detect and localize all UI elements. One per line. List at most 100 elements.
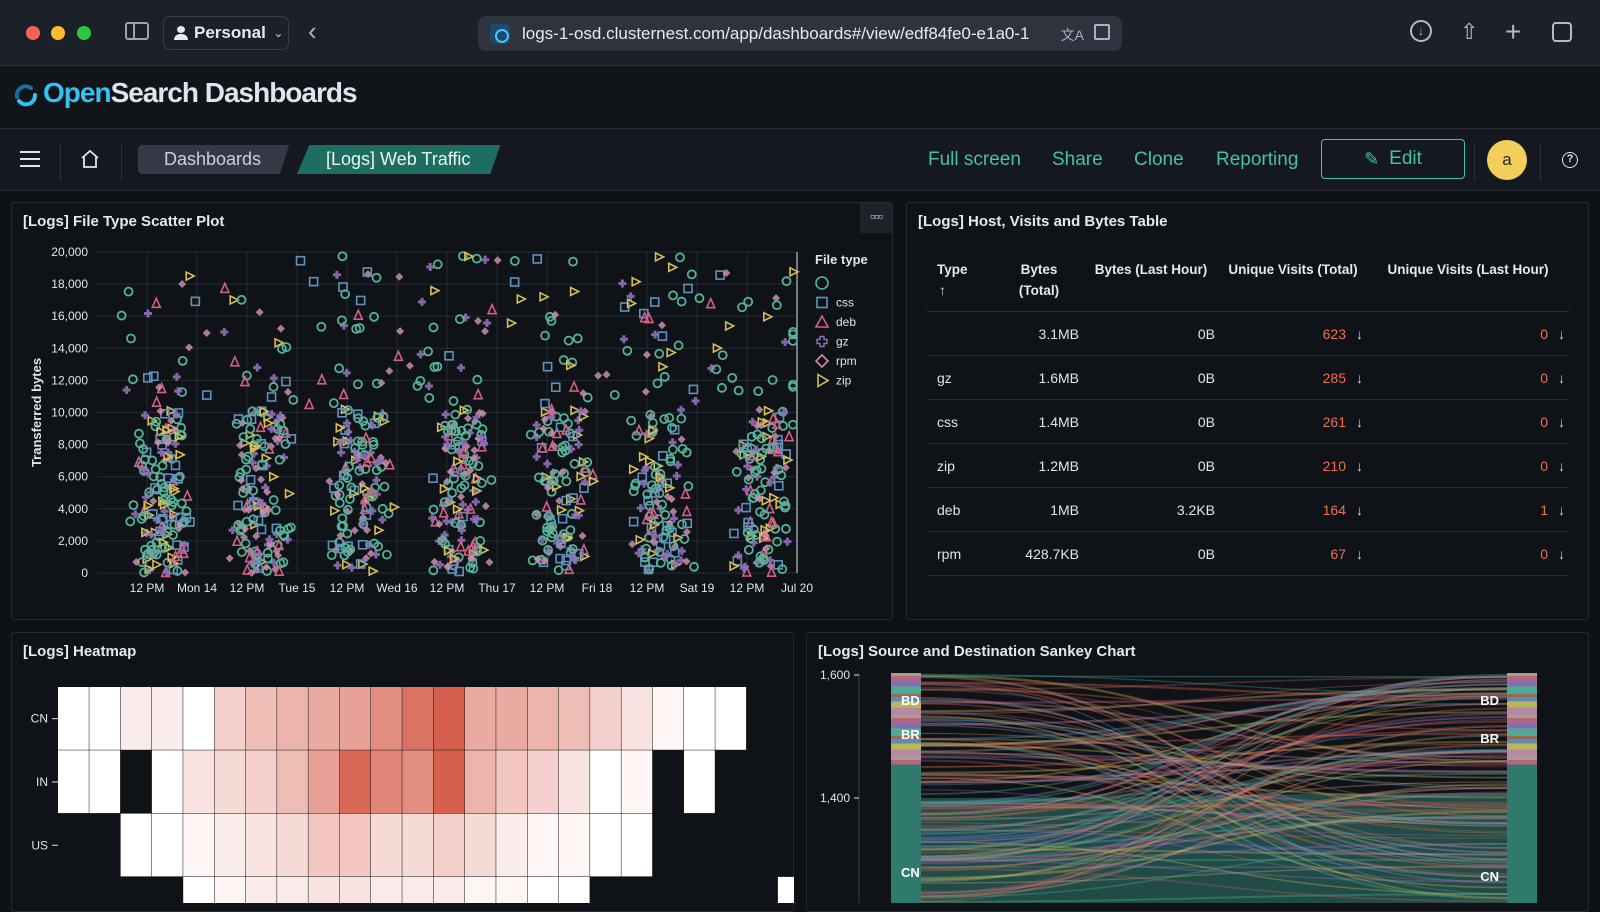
heatmap-cell <box>465 687 496 750</box>
reporting-link[interactable]: Reporting <box>1216 149 1298 171</box>
cell-type: gz <box>927 356 995 400</box>
legend-item[interactable] <box>816 277 828 289</box>
scatter-point <box>541 332 549 340</box>
cell-type: zip <box>927 444 995 488</box>
scatter-point <box>272 506 280 514</box>
scatter-point <box>579 389 587 397</box>
app-logo[interactable]: OpenSearch Dashboards <box>43 77 357 109</box>
scatter-point <box>473 376 481 384</box>
sidebar-toggle-icon[interactable] <box>125 22 149 40</box>
sankey-node-segment <box>891 715 921 718</box>
arrow-down-icon[interactable]: ↓ <box>1558 502 1565 518</box>
url-text[interactable]: logs-1-osd.clusternest.com/app/dashboard… <box>522 24 1052 44</box>
download-icon[interactable]: ↓ <box>1410 20 1432 42</box>
heatmap-cell <box>277 814 308 877</box>
edit-button[interactable]: ✎ Edit <box>1321 139 1465 179</box>
legend-item[interactable]: deb <box>816 315 856 329</box>
clone-link[interactable]: Clone <box>1134 149 1184 171</box>
legend-item[interactable]: css <box>817 296 854 310</box>
column-header-bytes-hour[interactable]: Bytes (Last Hour) <box>1083 259 1219 312</box>
arrow-down-icon[interactable]: ↓ <box>1356 458 1363 474</box>
scatter-point <box>418 298 426 306</box>
scatter-point <box>775 482 783 490</box>
scatter-point <box>683 506 691 515</box>
scatter-point <box>618 280 626 288</box>
visits-value: 0 <box>1540 414 1548 430</box>
sankey-node-segment <box>891 673 921 676</box>
breadcrumb-dashboards[interactable]: Dashboards <box>138 145 289 174</box>
arrow-down-icon[interactable]: ↓ <box>1356 370 1363 386</box>
arrow-down-icon[interactable]: ↓ <box>1356 326 1363 342</box>
scatter-point <box>673 472 681 480</box>
minimize-window-button[interactable] <box>51 26 65 40</box>
address-bar[interactable]: logs-1-osd.clusternest.com/app/dashboard… <box>478 16 1122 51</box>
y-tick-label: 20,000 <box>51 245 88 259</box>
scatter-point <box>394 351 402 360</box>
sankey-node-segment <box>891 718 921 723</box>
sankey-node-segment <box>1507 708 1537 716</box>
home-icon[interactable] <box>80 149 100 169</box>
full-screen-link[interactable]: Full screen <box>928 149 1021 171</box>
scatter-point <box>238 548 246 556</box>
column-header-visits-total[interactable]: Unique Visits (Total) <box>1219 259 1367 312</box>
scatter-point <box>559 515 567 523</box>
reader-icon[interactable] <box>1094 24 1110 40</box>
scatter-point <box>125 288 133 296</box>
arrow-down-icon[interactable]: ↓ <box>1356 414 1363 430</box>
menu-icon[interactable] <box>20 151 40 167</box>
tab-overview-icon[interactable] <box>1552 22 1572 42</box>
scatter-point <box>459 501 467 509</box>
new-tab-icon[interactable]: + <box>1505 20 1521 44</box>
scatter-point <box>773 301 781 309</box>
arrow-down-icon[interactable]: ↓ <box>1356 502 1363 518</box>
sankey-node-segment <box>891 760 921 765</box>
y-tick-label: IN <box>36 775 48 789</box>
share-icon[interactable]: ⇧ <box>1460 20 1478 44</box>
scatter-point <box>558 506 566 514</box>
y-tick-label: 4,000 <box>58 502 88 516</box>
column-header-bytes-total[interactable]: Bytes (Total) <box>995 259 1083 312</box>
legend-label: deb <box>836 315 856 329</box>
heatmap-cell <box>496 877 527 903</box>
sankey-node-label: CN <box>901 865 920 880</box>
scatter-point <box>354 310 362 319</box>
arrow-down-icon[interactable]: ↓ <box>1558 326 1565 342</box>
heatmap-cell <box>559 814 590 877</box>
back-arrow-icon[interactable]: ‹ <box>308 18 317 44</box>
x-tick-label: Jul 20 <box>781 581 813 595</box>
cell-visits-hour: 0↓ <box>1367 400 1569 444</box>
legend-item[interactable]: gz <box>817 335 849 349</box>
scatter-point <box>474 390 482 399</box>
profile-switcher[interactable]: Personal ⌄ <box>163 16 289 50</box>
sankey-node-segment <box>1507 697 1537 702</box>
x-tick-label: 12 PM <box>130 581 165 595</box>
heatmap-cell <box>465 750 496 813</box>
column-header-type[interactable]: Type↑ <box>927 259 995 312</box>
scatter-point <box>457 493 465 501</box>
scatter-point <box>380 483 388 491</box>
legend-marker <box>816 316 828 327</box>
scatter-point <box>669 291 677 299</box>
legend-item[interactable]: rpm <box>816 354 857 368</box>
column-header-visits-hour[interactable]: Unique Visits (Last Hour) <box>1367 259 1569 312</box>
arrow-down-icon[interactable]: ↓ <box>1356 546 1363 562</box>
share-link[interactable]: Share <box>1052 149 1103 171</box>
arrow-down-icon[interactable]: ↓ <box>1558 546 1565 562</box>
sort-up-icon[interactable]: ↑ <box>939 282 946 298</box>
user-avatar[interactable]: a <box>1487 140 1527 180</box>
y-tick-label: US <box>31 838 48 852</box>
legend-item[interactable]: zip <box>818 374 852 388</box>
zoom-window-button[interactable] <box>77 26 91 40</box>
cell-bytes-total: 1.4MB <box>995 400 1083 444</box>
help-icon[interactable]: ? <box>1562 152 1578 168</box>
arrow-down-icon[interactable]: ↓ <box>1558 414 1565 430</box>
sankey-node-segment <box>1507 687 1537 695</box>
heatmap-cell <box>434 814 465 877</box>
close-window-button[interactable] <box>26 26 40 40</box>
arrow-down-icon[interactable]: ↓ <box>1558 458 1565 474</box>
scatter-point <box>178 499 186 507</box>
scatter-point <box>578 532 586 540</box>
arrow-down-icon[interactable]: ↓ <box>1558 370 1565 386</box>
translate-icon[interactable]: 文A <box>1061 25 1084 45</box>
